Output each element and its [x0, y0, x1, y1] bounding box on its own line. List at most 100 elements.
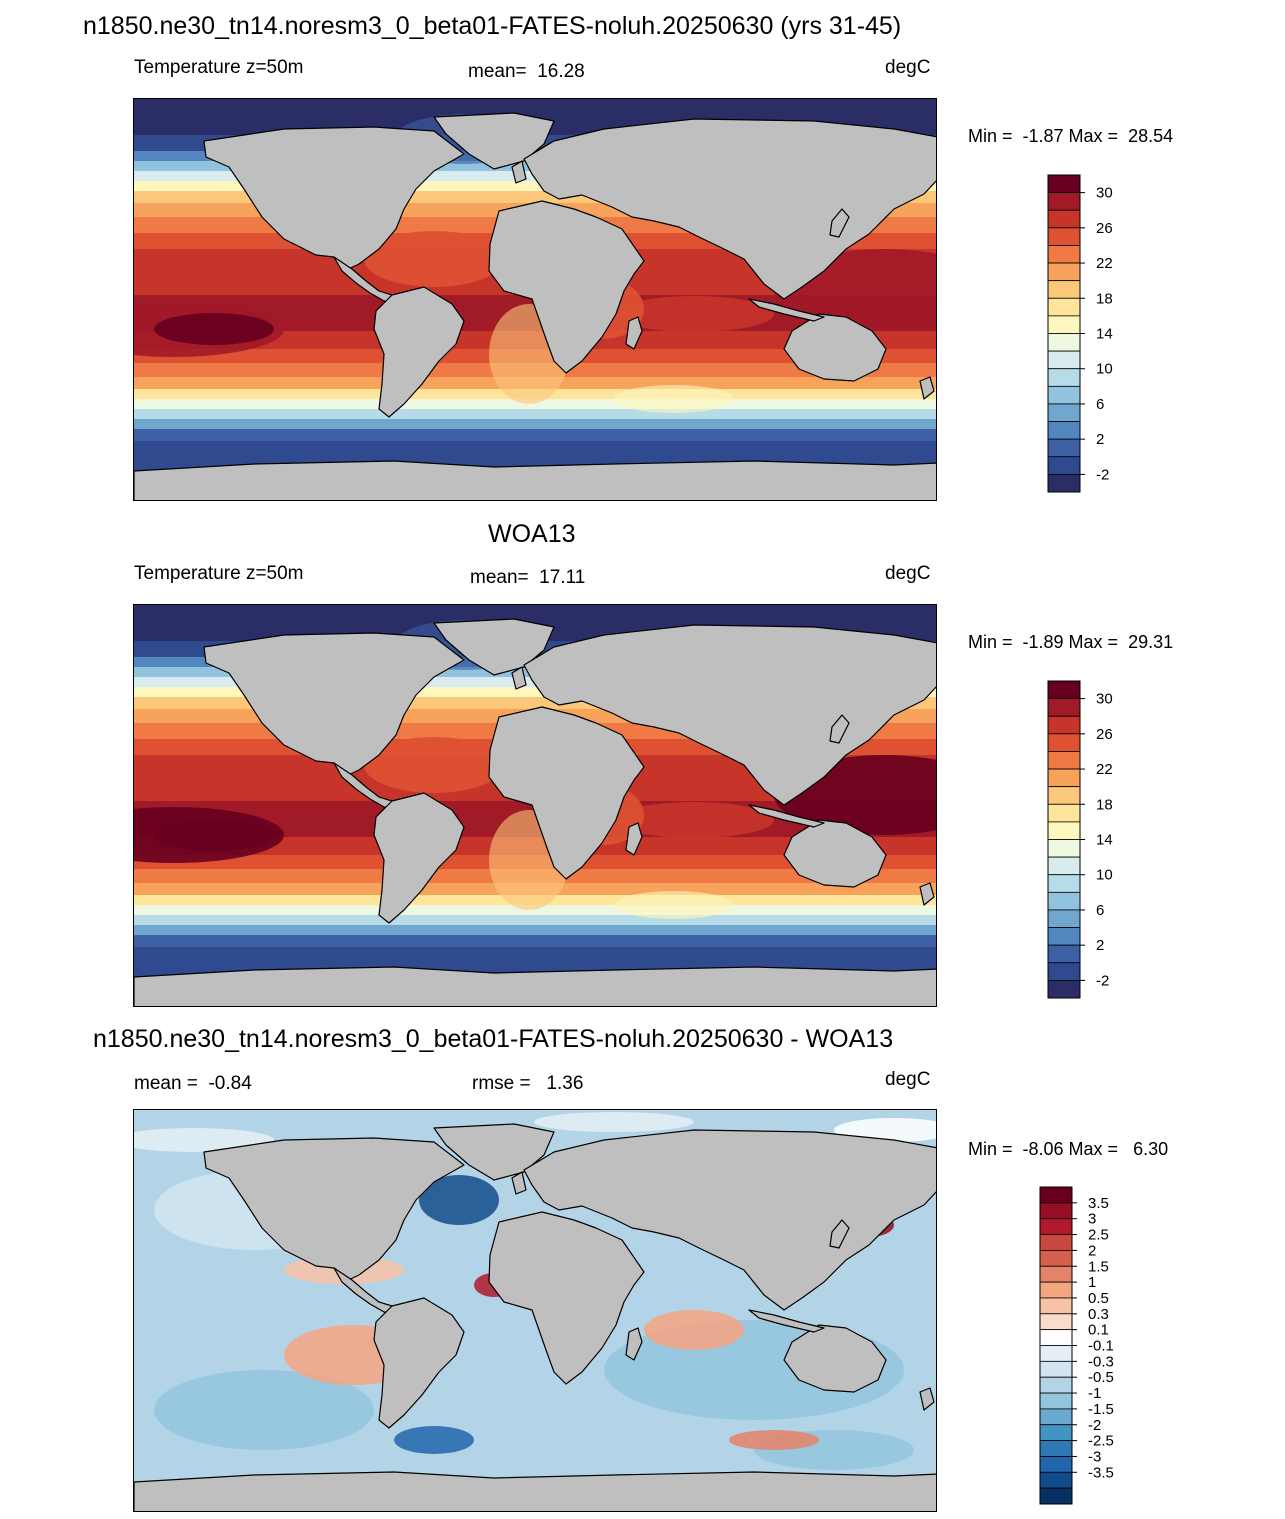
panel1-map	[133, 98, 937, 501]
land-africa	[488, 1211, 645, 1385]
colorbar-swatch	[1047, 680, 1081, 700]
sst-warm-pool	[154, 313, 274, 345]
panel3-units-label: degC	[885, 1069, 931, 1090]
land-uk	[511, 1171, 527, 1195]
land-south-america	[373, 286, 465, 418]
land-japan	[829, 208, 850, 238]
colorbar-tick-label: 26	[1096, 726, 1113, 743]
colorbar-swatch	[1039, 1265, 1073, 1283]
colorbar-tick-label: 0.3	[1088, 1306, 1109, 1323]
land-north-america	[203, 126, 465, 272]
colorbar-tick-label: 2.5	[1088, 1227, 1109, 1244]
colorbar-swatch	[1039, 1440, 1073, 1457]
sst-warm-pool	[364, 231, 504, 287]
colorbar-swatch	[1047, 891, 1081, 911]
land-south-america	[373, 1297, 465, 1429]
colorbar-swatch	[1047, 227, 1081, 246]
land-japan	[829, 1219, 850, 1249]
sst-band	[134, 925, 936, 936]
sst-band	[134, 409, 936, 420]
colorbar-swatch	[1047, 280, 1081, 299]
colorbar-swatch	[1047, 733, 1081, 752]
colorbar-swatch	[1039, 1186, 1073, 1204]
colorbar-tick-label: 18	[1096, 796, 1113, 813]
colorbar-tick-label: 26	[1096, 220, 1113, 237]
land-layer	[134, 1123, 936, 1511]
sst-band	[134, 419, 936, 430]
panel3-colorbar-svg: 3.532.521.510.50.30.1-0.1-0.3-0.5-1-1.5-…	[1039, 1186, 1114, 1505]
land-eurasia	[523, 118, 936, 300]
colorbar-swatch	[1047, 715, 1081, 735]
sst-band	[134, 429, 936, 442]
land-antarctica	[134, 1471, 936, 1511]
colorbar-swatch	[1039, 1281, 1073, 1299]
colorbar-swatch	[1039, 1360, 1073, 1378]
sst-band	[134, 905, 936, 916]
colorbar-swatch	[1047, 333, 1081, 352]
land-indonesia	[748, 298, 825, 322]
sst-warm-pool	[614, 296, 774, 332]
land-new-zealand	[919, 1387, 935, 1411]
panel3-rmse-label: rmse = 1.36	[472, 1073, 584, 1094]
colorbar-swatch	[1047, 174, 1081, 194]
sst-band	[134, 687, 936, 698]
colorbar-swatch	[1047, 768, 1081, 788]
colorbar-swatch	[1047, 421, 1081, 440]
colorbar-swatch	[1039, 1392, 1073, 1410]
colorbar-swatch	[1047, 839, 1081, 858]
panel2-units-label: degC	[885, 563, 931, 584]
colorbar-swatch	[1047, 944, 1081, 964]
colorbar-tick-label: -3	[1088, 1448, 1101, 1465]
colorbar-swatch	[1039, 1218, 1073, 1235]
panel2-mean-label: mean= 17.11	[470, 567, 586, 588]
colorbar-swatch	[1039, 1329, 1073, 1346]
diff-anomaly	[394, 1426, 474, 1454]
panel2-heading: WOA13	[488, 520, 576, 548]
panel3-colorbar: 3.5 3 2.5 2 1.5 1 0.5 0.3 0.1 -0.1 -0.3 -0.5 -1 -1.5-…	[1039, 1186, 1150, 1507]
panel3-heading: n1850.ne30_tn14.noresm3_0_beta01-FATES-n…	[93, 1025, 894, 1053]
colorbar-swatch	[1039, 1345, 1073, 1362]
colorbar-swatch	[1039, 1408, 1073, 1426]
colorbar-tick-label: 10	[1096, 867, 1113, 884]
sst-band	[134, 915, 936, 926]
diff-anomaly	[644, 1310, 744, 1350]
panel2-left-label: Temperature z=50m	[134, 563, 304, 584]
colorbar-swatch	[1047, 856, 1081, 876]
colorbar-tick-label: -1.5	[1088, 1401, 1114, 1418]
diff-anomaly	[154, 1370, 374, 1450]
colorbar-swatch	[1047, 927, 1081, 946]
land-greenland	[433, 112, 555, 170]
colorbar-tick-label: 6	[1096, 902, 1104, 919]
colorbar-swatch	[1047, 403, 1081, 422]
land-new-zealand	[919, 882, 935, 906]
colorbar-tick-label: 18	[1096, 290, 1113, 307]
land-australia	[783, 819, 887, 888]
land-layer	[134, 112, 936, 500]
colorbar-tick-label: -0.1	[1088, 1338, 1114, 1355]
colorbar-tick-label: 10	[1096, 361, 1113, 378]
colorbar-tick-label: -2	[1088, 1417, 1101, 1434]
colorbar-swatch	[1039, 1487, 1073, 1505]
colorbar-tick-label: -2.5	[1088, 1433, 1114, 1450]
colorbar-swatch	[1047, 209, 1081, 229]
colorbar-swatch	[1047, 297, 1081, 317]
land-eurasia	[523, 1129, 936, 1311]
colorbar-swatch	[1039, 1234, 1073, 1251]
colorbar-tick-label: -1	[1088, 1385, 1101, 1402]
colorbar-tick-label: 22	[1096, 761, 1113, 778]
panel2-map	[133, 604, 937, 1007]
colorbar-swatch	[1047, 245, 1081, 264]
colorbar-tick-label: 14	[1096, 326, 1113, 343]
colorbar-tick-label: 6	[1096, 396, 1104, 413]
land-japan	[829, 714, 850, 744]
land-madagascar	[625, 822, 643, 856]
land-africa	[488, 706, 645, 880]
colorbar-swatch	[1047, 262, 1081, 282]
colorbar-swatch	[1047, 315, 1081, 334]
panel3-minmax-label: Min = -8.06 Max = 6.30	[968, 1139, 1169, 1159]
colorbar-swatch	[1039, 1202, 1073, 1220]
colorbar-tick-label: 3.5	[1088, 1195, 1109, 1212]
colorbar-swatch	[1047, 473, 1081, 493]
sst-band	[134, 399, 936, 410]
panel1-minmax-label: Min = -1.87 Max = 28.54	[968, 126, 1174, 146]
